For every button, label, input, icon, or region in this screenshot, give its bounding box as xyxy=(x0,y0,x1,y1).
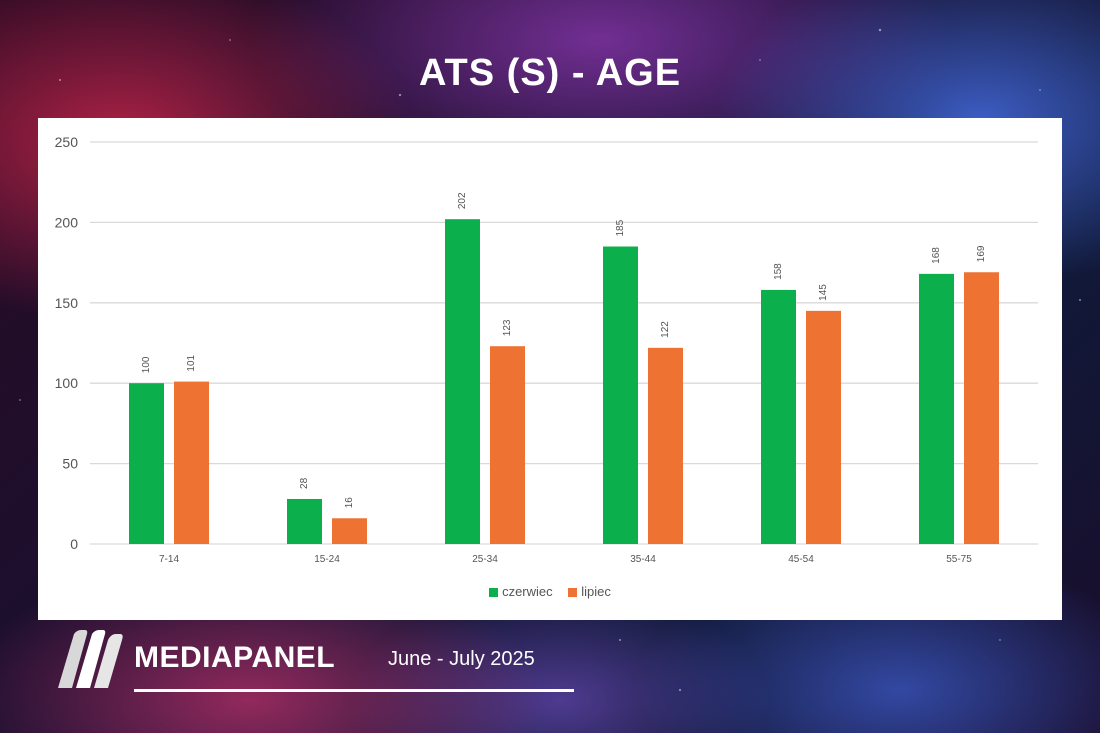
x-tick-label: 25-34 xyxy=(472,554,498,565)
bar-czerwiec xyxy=(761,289,796,544)
y-tick-label: 150 xyxy=(55,295,79,311)
bar-lipiec xyxy=(174,381,209,544)
brand-name: MEDIAPANEL xyxy=(134,641,336,674)
data-label: 122 xyxy=(660,321,671,338)
x-tick-label: 15-24 xyxy=(314,554,340,565)
data-label: 28 xyxy=(299,477,310,489)
data-label: 145 xyxy=(818,284,829,301)
x-tick-label: 35-44 xyxy=(630,554,656,565)
data-label: 100 xyxy=(141,356,152,373)
bar-czerwiec xyxy=(287,498,322,544)
x-tick-label: 45-54 xyxy=(788,554,814,565)
data-label: 101 xyxy=(186,354,197,371)
bar-lipiec xyxy=(806,310,841,544)
bar-czerwiec xyxy=(603,246,638,544)
legend-label-czerwiec: czerwiec xyxy=(502,584,553,599)
data-label: 202 xyxy=(457,192,468,209)
legend-item-czerwiec: czerwiec xyxy=(489,584,553,599)
legend-swatch-lipiec xyxy=(568,588,578,598)
bar-czerwiec xyxy=(129,383,164,544)
x-tick-label: 55-75 xyxy=(946,554,972,565)
bar-lipiec xyxy=(332,518,367,544)
data-label: 168 xyxy=(931,247,942,264)
bar-czerwiec xyxy=(445,219,480,544)
date-range: June - July 2025 xyxy=(388,648,535,670)
bar-chart: 0 50 100 150 200 250 7-14 100 101 15-24 28 16 25-34 2… xyxy=(55,134,1038,565)
page-title: ATS (S) - AGE xyxy=(418,52,682,94)
y-tick-label: 0 xyxy=(70,536,78,552)
data-label: 169 xyxy=(976,245,987,262)
data-label: 185 xyxy=(615,219,626,236)
bar-lipiec xyxy=(648,347,683,544)
bar-lipiec xyxy=(964,272,999,544)
data-label: 123 xyxy=(502,319,513,336)
legend-swatch-czerwiec xyxy=(489,588,499,598)
footer-divider xyxy=(134,689,574,692)
data-label: 16 xyxy=(344,497,355,509)
y-tick-label: 250 xyxy=(55,134,79,150)
x-tick-label: 7-14 xyxy=(159,554,179,565)
y-tick-label: 200 xyxy=(55,214,79,230)
chart-panel: 0 50 100 150 200 250 7-14 100 101 15-24 28 16 25-34 2… xyxy=(38,118,1062,620)
chart-legend: czerwiec lipiec xyxy=(38,584,1062,599)
bar-lipiec xyxy=(490,346,525,544)
bar-czerwiec xyxy=(919,273,954,544)
legend-item-lipiec: lipiec xyxy=(568,584,611,599)
data-label: 158 xyxy=(773,263,784,280)
y-tick-label: 100 xyxy=(55,375,79,391)
mediapanel-logo-icon xyxy=(58,630,123,688)
y-tick-label: 50 xyxy=(62,456,78,472)
legend-label-lipiec: lipiec xyxy=(581,584,611,599)
